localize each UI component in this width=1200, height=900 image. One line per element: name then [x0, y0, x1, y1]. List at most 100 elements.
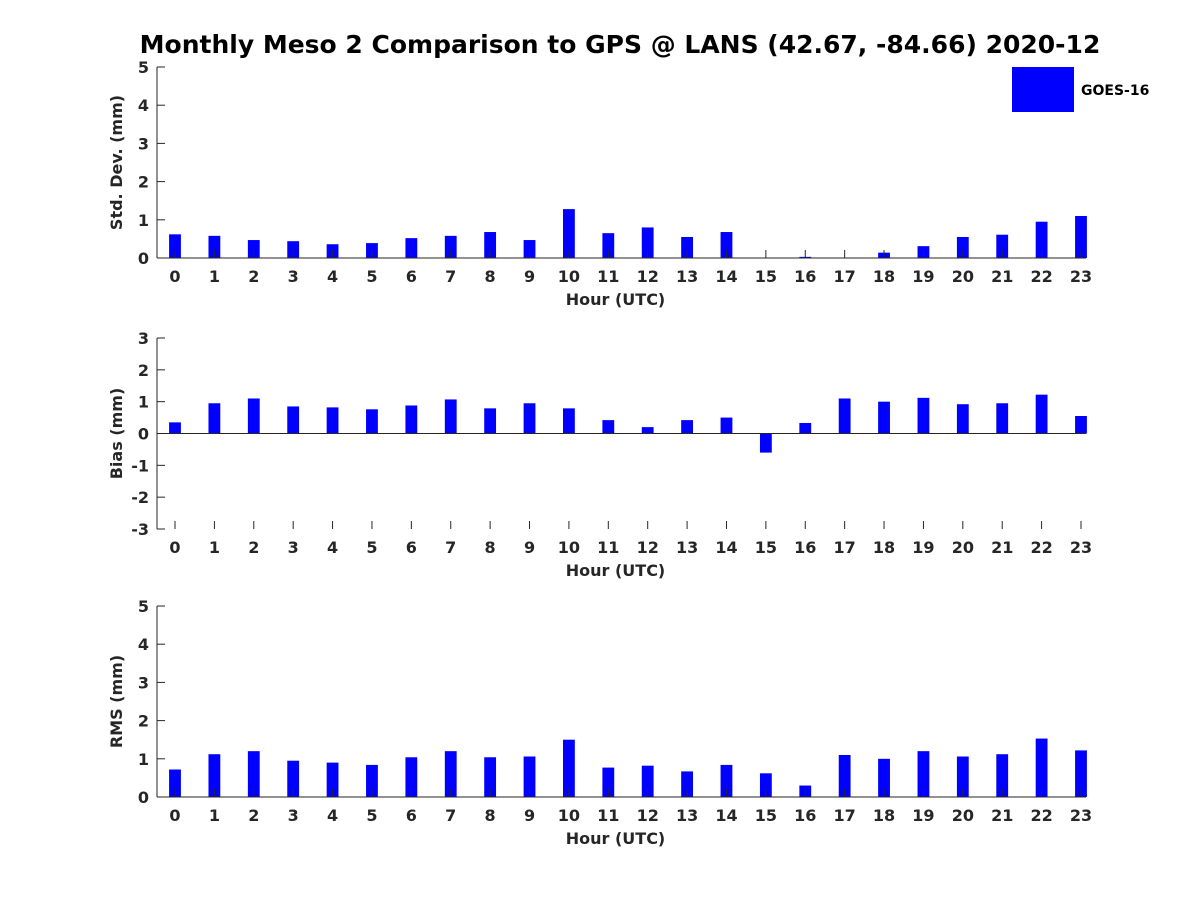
bar-hour-1	[208, 754, 221, 797]
x-tick-label: 0	[169, 806, 180, 825]
x-tick-label: 17	[834, 538, 856, 557]
x-tick-label: 10	[558, 538, 580, 557]
y-tick-label: 0	[138, 425, 149, 444]
y-tick-label: 2	[138, 361, 149, 380]
x-tick-label: 5	[366, 806, 377, 825]
bar-hour-1	[208, 403, 221, 434]
y-axis-title: RMS (mm)	[107, 655, 126, 748]
bar-hour-12	[641, 227, 654, 258]
x-tick-label: 18	[873, 806, 895, 825]
x-axis-title: Hour (UTC)	[566, 290, 666, 309]
bar-hour-20	[956, 404, 969, 434]
x-tick-label: 20	[952, 806, 974, 825]
bar-hour-4	[326, 407, 339, 434]
bar-hour-10	[563, 408, 575, 434]
bar-hour-11	[602, 420, 615, 434]
bar-hour-0	[169, 769, 181, 797]
bar-hour-14	[720, 764, 733, 797]
x-tick-label: 3	[288, 267, 299, 286]
bar-hour-5	[366, 409, 378, 434]
y-tick-label: 2	[138, 712, 149, 731]
x-tick-label: 6	[406, 267, 417, 286]
legend-swatch	[1012, 67, 1074, 112]
bar-hour-8	[484, 232, 497, 258]
bar-hour-0	[169, 422, 181, 434]
x-tick-label: 2	[248, 806, 259, 825]
bar-hour-18	[878, 401, 890, 434]
y-tick-label: 1	[138, 393, 149, 412]
x-tick-label: 12	[637, 806, 659, 825]
x-tick-label: 10	[558, 806, 580, 825]
y-tick-label: 0	[138, 788, 149, 807]
y-tick-label: 4	[138, 96, 149, 115]
y-tick-label: 3	[138, 673, 149, 692]
x-tick-label: 16	[794, 267, 816, 286]
bar-hour-10	[563, 209, 575, 258]
bar-hour-17	[838, 754, 851, 797]
bar-hour-5	[366, 764, 378, 797]
x-tick-label: 14	[715, 267, 737, 286]
y-tick-label: 4	[138, 635, 149, 654]
bar-hour-6	[405, 238, 418, 258]
x-tick-label: 21	[991, 538, 1013, 557]
x-tick-label: 9	[524, 538, 535, 557]
x-tick-label: 8	[485, 538, 496, 557]
x-tick-label: 4	[327, 267, 338, 286]
x-tick-label: 14	[715, 538, 737, 557]
x-tick-label: 19	[912, 538, 934, 557]
x-tick-label: 2	[248, 538, 259, 557]
x-tick-label: 23	[1070, 538, 1092, 557]
x-tick-label: 3	[288, 538, 299, 557]
x-tick-label: 0	[169, 267, 180, 286]
bar-hour-8	[484, 408, 497, 434]
x-tick-label: 13	[676, 538, 698, 557]
bar-hour-21	[996, 234, 1009, 258]
x-tick-label: 17	[834, 806, 856, 825]
x-tick-label: 16	[794, 538, 816, 557]
bar-hour-23	[1075, 750, 1087, 797]
bar-hour-7	[444, 399, 457, 434]
x-tick-label: 14	[715, 806, 737, 825]
bar-hour-23	[1075, 415, 1087, 434]
bar-hour-9	[523, 756, 536, 797]
bar-hour-6	[405, 405, 418, 434]
bar-hour-10	[563, 739, 575, 797]
y-tick-label: 0	[138, 249, 149, 268]
x-tick-label: 13	[676, 806, 698, 825]
x-tick-label: 21	[991, 267, 1013, 286]
x-axis-title: Hour (UTC)	[566, 561, 666, 580]
bar-hour-2	[247, 751, 260, 797]
bar-hour-15	[759, 773, 772, 797]
y-tick-label: 3	[138, 134, 149, 153]
y-axis-title: Bias (mm)	[107, 388, 126, 480]
bar-hour-11	[602, 233, 615, 258]
x-tick-label: 17	[834, 267, 856, 286]
y-tick-label: 3	[138, 329, 149, 348]
chart-title: Monthly Meso 2 Comparison to GPS @ LANS …	[139, 30, 1101, 59]
y-tick-label: 5	[138, 597, 149, 616]
x-tick-label: 7	[445, 806, 456, 825]
x-tick-label: 5	[366, 538, 377, 557]
x-axis-title: Hour (UTC)	[566, 829, 666, 848]
x-tick-label: 11	[597, 538, 619, 557]
y-tick-label: 2	[138, 173, 149, 192]
x-tick-label: 0	[169, 538, 180, 557]
bar-hour-3	[287, 241, 300, 258]
x-tick-label: 13	[676, 267, 698, 286]
bar-hour-19	[917, 751, 930, 797]
x-tick-label: 11	[597, 267, 619, 286]
bar-hour-0	[169, 234, 181, 258]
bar-hour-4	[326, 762, 339, 797]
x-tick-label: 18	[873, 538, 895, 557]
bar-hour-22	[1035, 738, 1048, 797]
y-tick-label: -1	[131, 456, 149, 475]
bar-hour-8	[484, 757, 497, 797]
bar-hour-6	[405, 757, 418, 797]
y-tick-label: -3	[131, 520, 149, 539]
bar-hour-21	[996, 403, 1009, 434]
x-tick-label: 12	[637, 267, 659, 286]
